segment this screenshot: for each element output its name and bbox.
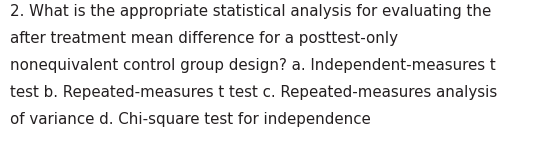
Text: of variance d. Chi-square test for independence: of variance d. Chi-square test for indep… [10,112,371,127]
Text: after treatment mean difference for a posttest-only: after treatment mean difference for a po… [10,31,398,46]
Text: nonequivalent control group design? a. Independent-measures t: nonequivalent control group design? a. I… [10,58,496,73]
Text: test b. Repeated-measures t test c. Repeated-measures analysis: test b. Repeated-measures t test c. Repe… [10,85,497,100]
Text: 2. What is the appropriate statistical analysis for evaluating the: 2. What is the appropriate statistical a… [10,4,491,19]
